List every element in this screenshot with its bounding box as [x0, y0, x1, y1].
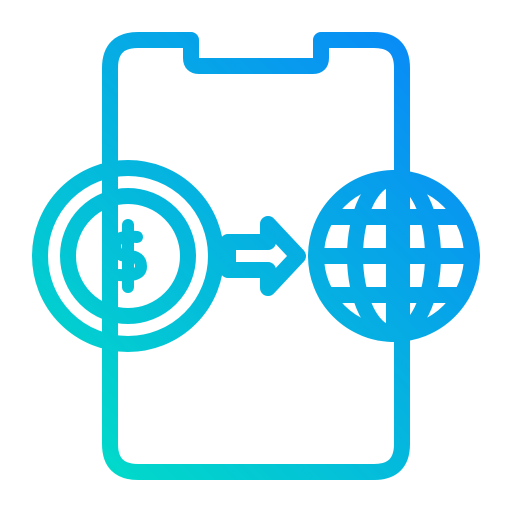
mobile-money-transfer-icon — [0, 0, 512, 512]
arrow-right-icon — [228, 224, 298, 288]
